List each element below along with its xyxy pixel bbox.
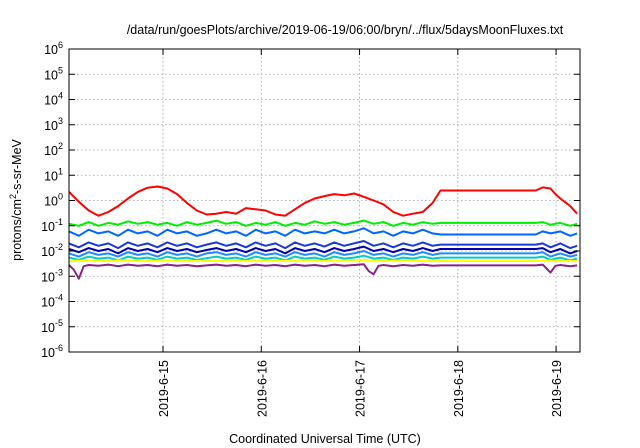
chart-title: /data/run/goesPlots/archive/2019-06-19/0… [127,23,564,37]
y-tick-label: 103 [44,116,63,133]
x-tick-label: 2019-6-16 [255,360,269,417]
y-axis-label-sup: 2 [8,194,18,199]
y-tick-label: 10-5 [41,318,63,335]
series-line [68,259,578,262]
x-tick-label: 2019-6-19 [550,360,564,417]
y-tick-label: 10-2 [41,242,63,259]
y-tick-label: 10-6 [41,343,63,360]
series-line [68,240,578,250]
y-axis-label-suffix: -s-sr-MeV [10,138,24,194]
series-line [68,254,578,262]
y-tick-label: 102 [44,141,63,158]
y-axis-label-prefix: protons/cm [10,199,24,261]
series-lines [68,185,578,280]
series-line [68,185,578,217]
y-tick-label: 106 [44,40,63,57]
y-tick-label: 100 [44,192,63,209]
series-line [68,227,578,237]
x-axis-label: Coordinated Universal Time (UTC) [229,432,421,446]
series-line [68,245,578,255]
y-tick-label: 10-3 [41,267,63,284]
x-tick-label: 2019-6-17 [354,360,368,417]
y-tick-label: 104 [44,91,63,108]
y-tick-label: 10-1 [41,217,63,234]
series-line [68,250,578,258]
x-tick-label: 2019-6-18 [452,360,466,417]
y-tick-label: 105 [44,65,63,82]
series-line [68,263,578,280]
y-tick-label: 101 [44,166,63,183]
grid-lines [69,49,580,352]
y-axis-label: protons/cm2-s-sr-MeV [8,138,24,260]
y-axis-ticks: 10-6 10-5 10-4 10-3 10-2 10-1 100 101 102 103 104 1… [41,40,580,360]
x-tick-label: 2019-6-15 [157,360,171,417]
y-tick-label: 10-4 [41,293,63,310]
series-line [68,219,578,227]
x-axis-ticks: 2019-6-15 2019-6-16 2019-6-17 2019-6-18 2019… [157,49,564,417]
